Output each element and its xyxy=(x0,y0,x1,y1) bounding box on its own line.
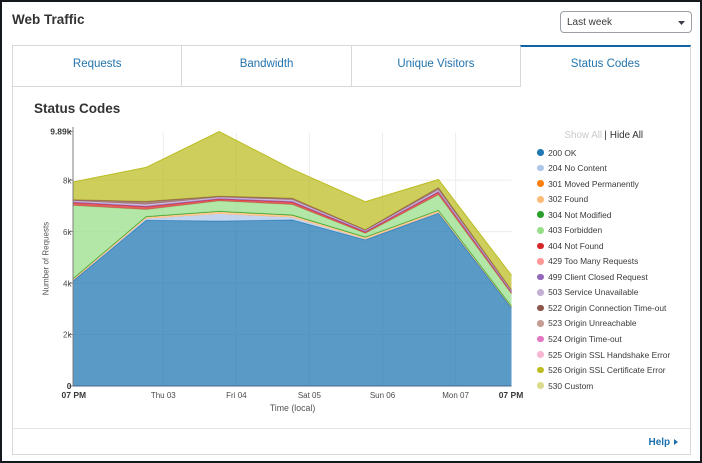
svg-text:Sat 05: Sat 05 xyxy=(298,391,322,400)
svg-text:4k: 4k xyxy=(63,279,72,288)
svg-text:Mon 07: Mon 07 xyxy=(442,391,469,400)
svg-text:2k: 2k xyxy=(63,331,72,340)
svg-text:07 PM: 07 PM xyxy=(499,390,524,400)
svg-text:8k: 8k xyxy=(63,176,72,185)
svg-text:Time (local): Time (local) xyxy=(270,403,316,413)
svg-text:Number of Requests: Number of Requests xyxy=(42,222,51,295)
svg-text:Fri 04: Fri 04 xyxy=(226,391,247,400)
svg-text:9.89k: 9.89k xyxy=(50,127,72,137)
svg-text:Sun 06: Sun 06 xyxy=(370,391,396,400)
svg-text:07 PM: 07 PM xyxy=(62,390,87,400)
svg-text:6k: 6k xyxy=(63,228,72,237)
svg-text:Thu 03: Thu 03 xyxy=(151,391,176,400)
svg-text:0: 0 xyxy=(67,381,72,391)
